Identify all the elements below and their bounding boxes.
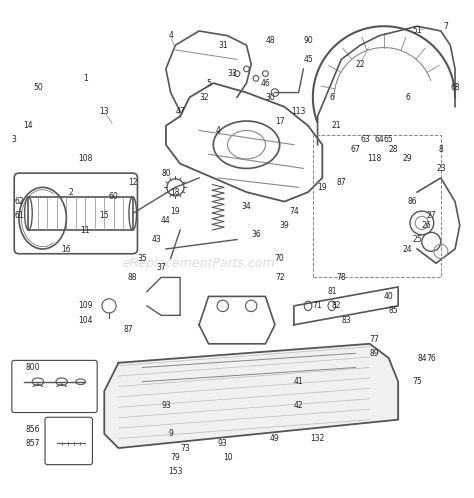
Text: 7: 7 [443, 22, 448, 31]
Text: 81: 81 [327, 287, 337, 296]
Text: 64: 64 [374, 135, 384, 144]
Text: 108: 108 [78, 154, 92, 163]
Text: 36: 36 [251, 230, 261, 239]
Text: 153: 153 [168, 467, 182, 476]
Text: 73: 73 [180, 444, 190, 453]
Text: 93: 93 [218, 439, 228, 448]
Text: 93: 93 [161, 401, 171, 410]
Text: 47: 47 [175, 107, 185, 116]
Text: 90: 90 [303, 36, 313, 45]
Text: 42: 42 [294, 401, 303, 410]
Text: 6: 6 [405, 93, 410, 102]
Text: 37: 37 [156, 263, 166, 272]
Text: 16: 16 [62, 245, 71, 253]
Text: 18: 18 [171, 188, 180, 197]
Text: 12: 12 [128, 178, 137, 187]
Text: 75: 75 [412, 377, 422, 386]
Text: 109: 109 [78, 301, 92, 310]
Text: 78: 78 [337, 273, 346, 282]
Text: 28: 28 [389, 145, 398, 154]
Text: eReplacementParts.com: eReplacementParts.com [123, 257, 275, 270]
Text: 84: 84 [417, 354, 427, 363]
Text: 87: 87 [123, 325, 133, 334]
Text: 1: 1 [83, 74, 88, 83]
Text: 800: 800 [26, 363, 40, 372]
Text: 39: 39 [280, 221, 289, 230]
Text: 11: 11 [81, 226, 90, 235]
Text: 14: 14 [24, 121, 33, 130]
Text: 118: 118 [367, 154, 382, 163]
Text: 40: 40 [384, 292, 393, 301]
Text: 104: 104 [78, 316, 92, 325]
Text: 5: 5 [206, 79, 211, 88]
Text: 82: 82 [332, 301, 341, 310]
Text: 49: 49 [270, 434, 280, 443]
Text: 45: 45 [303, 55, 313, 64]
Text: 88: 88 [128, 273, 137, 282]
Text: 44: 44 [161, 216, 171, 225]
Text: 72: 72 [275, 273, 284, 282]
Text: 25: 25 [412, 235, 422, 244]
Text: 87: 87 [337, 178, 346, 187]
Text: 76: 76 [427, 354, 436, 363]
Text: 34: 34 [242, 202, 251, 211]
Text: 65: 65 [384, 135, 393, 144]
Text: 24: 24 [403, 245, 412, 253]
Text: 85: 85 [389, 306, 398, 315]
Text: 17: 17 [275, 117, 284, 125]
Polygon shape [104, 344, 398, 448]
Text: 61: 61 [14, 211, 24, 220]
Text: 4: 4 [168, 31, 173, 40]
Text: 13: 13 [100, 107, 109, 116]
Text: 79: 79 [171, 453, 180, 462]
Text: 19: 19 [171, 207, 180, 216]
Text: 77: 77 [370, 335, 379, 344]
Text: 31: 31 [218, 41, 228, 50]
Text: 22: 22 [356, 60, 365, 69]
Text: 2: 2 [69, 188, 73, 197]
Text: 62: 62 [14, 197, 24, 206]
Text: 10: 10 [223, 453, 232, 462]
Text: 80: 80 [161, 169, 171, 178]
Text: 23: 23 [436, 164, 446, 173]
Text: 60: 60 [109, 192, 118, 201]
Text: 71: 71 [313, 301, 322, 310]
Text: 3: 3 [12, 135, 17, 144]
Text: 86: 86 [408, 197, 417, 206]
Text: 857: 857 [26, 439, 40, 448]
Text: 4: 4 [216, 126, 220, 135]
Text: 27: 27 [427, 211, 436, 220]
Text: 74: 74 [289, 207, 299, 216]
Text: 9: 9 [168, 429, 173, 438]
Text: 33: 33 [228, 69, 237, 78]
Text: 21: 21 [332, 121, 341, 130]
Text: 89: 89 [370, 349, 379, 358]
Text: 8: 8 [438, 145, 443, 154]
Text: 856: 856 [26, 425, 40, 434]
Text: 132: 132 [310, 434, 325, 443]
Text: 113: 113 [292, 107, 306, 116]
Text: 51: 51 [412, 26, 422, 35]
Text: 6: 6 [329, 93, 334, 102]
Text: 32: 32 [199, 93, 209, 102]
Text: 43: 43 [152, 235, 161, 244]
Text: 68: 68 [450, 83, 460, 92]
Text: 35: 35 [137, 254, 147, 263]
Text: 29: 29 [403, 154, 412, 163]
Text: 26: 26 [422, 221, 431, 230]
Text: 67: 67 [351, 145, 360, 154]
Text: 48: 48 [265, 36, 275, 45]
Text: 30: 30 [265, 93, 275, 102]
Text: 41: 41 [294, 377, 303, 386]
Text: 70: 70 [275, 254, 284, 263]
Text: 50: 50 [33, 83, 43, 92]
Text: 63: 63 [360, 135, 370, 144]
Text: 15: 15 [100, 211, 109, 220]
Text: 19: 19 [318, 183, 327, 192]
Text: 83: 83 [341, 316, 351, 325]
Text: 46: 46 [261, 79, 270, 88]
